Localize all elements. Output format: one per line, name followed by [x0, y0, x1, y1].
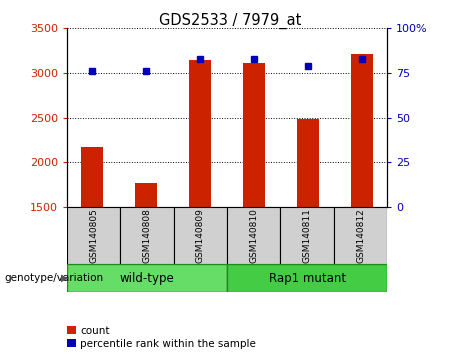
- Text: genotype/variation: genotype/variation: [5, 273, 104, 283]
- Text: wild-type: wild-type: [119, 272, 174, 285]
- Bar: [334, 207, 387, 264]
- Bar: [227, 207, 280, 264]
- Bar: [351, 54, 372, 207]
- Text: GSM140805: GSM140805: [89, 208, 98, 263]
- Text: GSM140812: GSM140812: [356, 208, 365, 263]
- Bar: [227, 264, 387, 292]
- Bar: [136, 183, 157, 207]
- Text: ▶: ▶: [61, 273, 68, 283]
- Bar: [189, 59, 211, 207]
- Bar: [120, 207, 174, 264]
- Bar: [67, 207, 120, 264]
- Text: GSM140811: GSM140811: [302, 208, 312, 263]
- Bar: [243, 63, 265, 207]
- Text: GSM140810: GSM140810: [249, 208, 258, 263]
- Bar: [82, 147, 103, 207]
- Text: GDS2533 / 7979_at: GDS2533 / 7979_at: [160, 12, 301, 29]
- Text: GSM140808: GSM140808: [142, 208, 152, 263]
- Legend: count, percentile rank within the sample: count, percentile rank within the sample: [67, 326, 256, 349]
- Bar: [280, 207, 334, 264]
- Bar: [67, 264, 227, 292]
- Text: Rap1 mutant: Rap1 mutant: [269, 272, 346, 285]
- Bar: [297, 119, 319, 207]
- Text: GSM140809: GSM140809: [196, 208, 205, 263]
- Bar: [174, 207, 227, 264]
